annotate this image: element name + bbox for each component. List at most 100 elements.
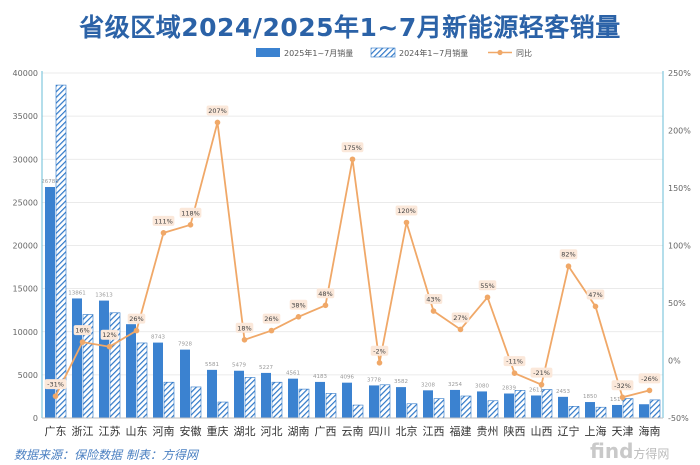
yoy-label-bg — [73, 325, 92, 336]
yoy-label-bg — [586, 289, 605, 300]
yoy-point — [511, 370, 518, 376]
yoy-label-bg — [152, 215, 175, 226]
yoy-point — [646, 387, 653, 394]
bar-2024 — [325, 393, 337, 419]
x-tick-label: 河南 — [153, 425, 175, 438]
watermark-sub: 方得网 — [633, 447, 670, 461]
bar-2025 — [585, 402, 595, 418]
yoy-label-bg — [127, 313, 146, 324]
yoy-value-label: 207% — [208, 107, 227, 115]
yoy-point — [349, 156, 356, 163]
bars: 26783 13861 13613 8743 7928 5581 5479 5227 4561 4… — [41, 84, 661, 419]
yoy-point — [376, 360, 383, 366]
bar-value-label: 1850 — [583, 394, 597, 400]
legend: 2025年1~7月销量 2024年1~7月销量 同比 — [256, 47, 532, 58]
x-tick-label: 山东 — [126, 425, 148, 438]
bar-2024 — [163, 381, 175, 419]
bar-2024 — [514, 390, 526, 419]
yoy-label-bg — [206, 105, 229, 116]
bar-2025 — [126, 324, 136, 418]
yoy-label-bg — [395, 205, 418, 216]
axes: 0 5000 10000 15000 20000 25000 30000 35000 40000… — [13, 69, 692, 438]
yoy-point — [268, 327, 275, 334]
bar-2024 — [541, 389, 553, 419]
bar-2024 — [109, 312, 121, 419]
x-tick-label: 山西 — [531, 425, 553, 438]
bar-2025 — [504, 393, 514, 418]
bar-2025 — [315, 381, 325, 418]
bar-value-label: 3582 — [394, 379, 408, 385]
y-left-tick-label: 5000 — [18, 371, 38, 380]
watermark-main: find — [590, 439, 634, 463]
bar-2025 — [261, 372, 271, 418]
y-left-tick-label: 0 — [33, 414, 38, 423]
legend-label-2025: 2025年1~7月销量 — [284, 48, 353, 58]
yoy-point — [241, 337, 248, 343]
yoy-label-bg — [262, 313, 281, 324]
source-note: 数据来源：保险数据 制表：方得网 — [14, 448, 198, 462]
y-right-tick-label: 200% — [668, 127, 691, 136]
x-tick-label: 四川 — [369, 425, 391, 438]
x-tick-label: 河北 — [261, 425, 283, 438]
y-right-tick-label: 0% — [668, 357, 681, 366]
bar-2025 — [72, 298, 82, 418]
bar-2024 — [352, 404, 364, 419]
bar-value-label: 3208 — [421, 382, 435, 388]
bar-value-label: 8743 — [151, 335, 165, 341]
x-tick-label: 上海 — [585, 424, 607, 438]
bar-2025 — [45, 186, 55, 418]
bar-2025 — [342, 382, 352, 418]
yoy-value-label: -21% — [533, 369, 550, 377]
bar-2024 — [487, 400, 499, 419]
bar-2025 — [639, 404, 649, 418]
yoy-value-label: 118% — [181, 209, 200, 217]
bar-value-label: 2839 — [502, 386, 516, 392]
yoy-value-label: 27% — [453, 314, 467, 322]
yoy-value-label: 175% — [343, 144, 362, 152]
bar-value-label: 4183 — [313, 374, 327, 380]
bar-value-label: 5581 — [205, 362, 219, 368]
yoy-point — [538, 381, 545, 388]
yoy-label-bg — [424, 294, 443, 305]
yoy-point — [322, 302, 329, 309]
legend-swatch-2024 — [370, 47, 396, 58]
yoy-value-label: 12% — [102, 331, 116, 339]
yoy-value-label: 18% — [237, 324, 251, 332]
yoy-point — [214, 119, 221, 126]
x-tick-label: 贵州 — [477, 425, 499, 438]
yoy-label-bg — [611, 380, 634, 391]
bar-2025 — [369, 385, 379, 418]
bar-2024 — [379, 384, 391, 419]
bar-2024 — [271, 381, 283, 419]
x-tick-label: 江苏 — [99, 425, 121, 438]
yoy-line: -31% 16% 12% 26% 111% 118% 207% 18% 26% 38% 48% 175… — [44, 105, 661, 401]
yoy-label-bg — [478, 280, 497, 291]
yoy-value-label: 47% — [588, 291, 602, 299]
y-right-tick-label: 100% — [668, 242, 691, 251]
yoy-point — [565, 263, 572, 270]
y-left-tick-label: 30000 — [13, 155, 38, 164]
bar-2025 — [207, 369, 217, 418]
yoy-label-bg — [451, 312, 470, 323]
bar-value-label: 7928 — [178, 342, 192, 348]
bar-value-label: 4096 — [340, 375, 354, 381]
yoy-value-label: -11% — [506, 358, 523, 366]
x-tick-label: 广东 — [45, 425, 67, 438]
watermark-logo: find方得网 — [590, 439, 669, 463]
yoy-value-label: 16% — [75, 327, 89, 335]
bar-value-label: 13613 — [95, 293, 113, 299]
x-tick-label: 陕西 — [504, 424, 526, 438]
bar-value-label: 26783 — [41, 179, 59, 185]
legend-swatch-2025 — [256, 48, 280, 57]
yoy-point — [484, 294, 491, 301]
yoy-label-bg — [559, 249, 578, 260]
y-right-tick-label: 50% — [668, 299, 686, 308]
yoy-value-label: -26% — [641, 375, 658, 383]
bar-value-label: 3778 — [367, 377, 381, 383]
yoy-value-label: -31% — [47, 381, 64, 389]
x-tick-label: 云南 — [342, 425, 364, 438]
yoy-point — [52, 393, 59, 399]
yoy-point — [79, 339, 86, 345]
legend-label-2024: 2024年1~7月销量 — [399, 48, 468, 58]
yoy-value-label: 48% — [318, 290, 332, 298]
